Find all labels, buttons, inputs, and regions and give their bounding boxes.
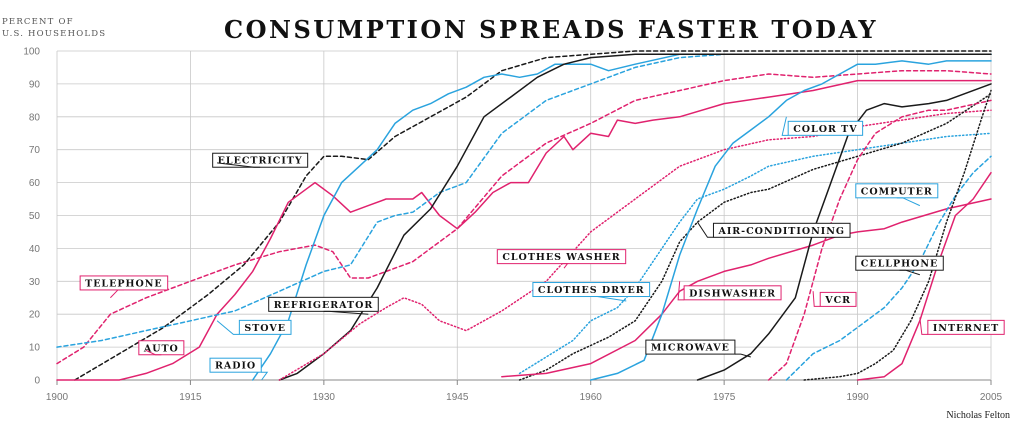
series-label-clothes-dryer: CLOTHES DRYER xyxy=(532,282,651,302)
x-tick-label-1975: 1975 xyxy=(713,392,736,403)
series-label-box-vcr xyxy=(819,291,857,307)
x-tick-label-1945: 1945 xyxy=(446,392,469,403)
series-label-text-computer: COMPUTER xyxy=(861,186,933,197)
series-label-leader-microwave xyxy=(734,353,751,358)
series-label-leader-vcr xyxy=(812,291,821,307)
y-tick-label-20: 20 xyxy=(29,310,41,321)
series-line-auto xyxy=(56,79,992,381)
chart-title: CONSUMPTION SPREADS FASTER TODAY xyxy=(224,15,878,44)
series-label-box-internet xyxy=(927,319,1005,335)
y-tick-label-80: 80 xyxy=(29,112,41,123)
series-label-leader-air-conditioning xyxy=(697,221,714,238)
series-label-text-internet: INTERNET xyxy=(933,323,999,334)
x-tick-label-2005: 2005 xyxy=(980,392,1003,403)
series-label-leader-dishwasher xyxy=(677,281,685,301)
x-tick-label-1960: 1960 xyxy=(580,392,603,403)
series-line-internet xyxy=(856,171,992,381)
series-label-box-color-tv xyxy=(787,120,864,136)
y-tick-label-90: 90 xyxy=(29,79,41,90)
x-tick-label-1990: 1990 xyxy=(846,392,869,403)
x-tick-label-1915: 1915 xyxy=(179,392,202,403)
series-line-vcr xyxy=(767,99,992,381)
series-label-box-stove xyxy=(238,319,292,335)
series-label-leader-auto xyxy=(145,349,162,356)
series-label-text-electricity: ELECTRICITY xyxy=(218,156,303,167)
series-line-radio xyxy=(251,53,992,381)
series-label-auto: AUTO xyxy=(138,340,185,356)
series-label-leader-electricity xyxy=(217,162,261,168)
series-label-text-telephone: TELEPHONE xyxy=(85,278,163,289)
series-label-leader-color-tv xyxy=(781,116,789,136)
credit: Nicholas Felton xyxy=(946,410,1010,421)
series-label-color-tv: COLOR TV xyxy=(781,116,864,136)
series-label-leader-clothes-dryer xyxy=(591,296,627,302)
series-line-electricity xyxy=(74,50,992,381)
series-label-radio: RADIO xyxy=(209,357,269,381)
series-label-text-refrigerator: REFRIGERATOR xyxy=(274,300,374,311)
gridlines xyxy=(56,50,992,381)
series-label-leader-internet xyxy=(919,317,928,335)
series-label-text-auto: AUTO xyxy=(143,343,179,354)
series-line-air-conditioning xyxy=(518,93,992,381)
y-tick-label-10: 10 xyxy=(29,343,41,354)
series-label-leader-clothes-washer xyxy=(561,263,569,269)
series-label-stove: STOVE xyxy=(216,319,292,335)
y-axis-label-line-1: PERCENT OF xyxy=(2,17,74,27)
series-line-computer xyxy=(785,155,992,381)
series-label-box-air-conditioning xyxy=(712,222,851,238)
y-tick-label-40: 40 xyxy=(29,244,41,255)
series-line-stove xyxy=(56,53,992,348)
y-tick-label-100: 100 xyxy=(23,47,40,58)
series-label-leader-refrigerator xyxy=(323,310,369,315)
series-line-color-tv xyxy=(589,60,992,381)
series-line-clothes-dryer xyxy=(518,132,992,375)
series-label-box-radio xyxy=(209,357,262,373)
y-tick-label-60: 60 xyxy=(29,178,41,189)
series-label-text-clothes-washer: CLOTHES WASHER xyxy=(502,252,620,263)
series-label-text-clothes-dryer: CLOTHES DRYER xyxy=(538,285,645,296)
series-label-text-vcr: VCR xyxy=(824,295,851,306)
series-label-leader-telephone xyxy=(110,289,124,299)
series-line-microwave xyxy=(696,83,992,381)
series-label-dishwasher: DISHWASHER xyxy=(677,281,782,301)
y-tick-label-30: 30 xyxy=(29,277,41,288)
series-label-leader-radio xyxy=(261,371,269,381)
series-label-text-radio: RADIO xyxy=(215,361,256,372)
series-label-microwave: MICROWAVE xyxy=(645,339,751,358)
y-axis-label-line-2: U.S. HOUSEHOLDS xyxy=(2,29,106,39)
series-label-box-microwave xyxy=(645,339,736,355)
series-label-electricity: ELECTRICITY xyxy=(212,152,309,168)
series-label-clothes-washer: CLOTHES WASHER xyxy=(496,249,627,269)
series-label-vcr: VCR xyxy=(812,291,857,307)
series-label-internet: INTERNET xyxy=(919,317,1005,335)
series-line-dishwasher xyxy=(501,198,992,378)
series-label-cellphone: CELLPHONE xyxy=(855,255,944,276)
series-label-leader-stove xyxy=(216,320,240,335)
series-label-leader-computer xyxy=(896,197,921,207)
y-tick-label-50: 50 xyxy=(29,211,41,222)
series-label-text-stove: STOVE xyxy=(244,323,286,334)
series-label-text-cellphone: CELLPHONE xyxy=(861,259,938,270)
series-label-refrigerator: REFRIGERATOR xyxy=(268,296,379,315)
series-label-leader-cellphone xyxy=(899,269,920,276)
series-label-text-color-tv: COLOR TV xyxy=(793,124,857,135)
axis-ticks: 0 10 20 30 40 50 60 70 80 90 100 1900 1915 1930 1945 19… xyxy=(23,47,1002,404)
series-line-cellphone xyxy=(803,89,992,381)
x-tick-label-1930: 1930 xyxy=(313,392,336,403)
series-label-telephone: TELEPHONE xyxy=(79,275,169,299)
series-label-computer: COMPUTER xyxy=(855,183,939,207)
series-label-text-dishwasher: DISHWASHER xyxy=(689,288,776,299)
series-labels: ELECTRICITY TELEPHONE AUTO STOVE RADIO REFRIG… xyxy=(79,116,1005,381)
series-label-air-conditioning: AIR-CONDITIONING xyxy=(697,221,851,238)
series-label-box-electricity xyxy=(212,152,309,168)
y-tick-label-70: 70 xyxy=(29,145,41,156)
series-label-text-air-conditioning: AIR-CONDITIONING xyxy=(717,226,845,237)
y-tick-label-0: 0 xyxy=(34,376,40,387)
series-lines xyxy=(56,50,992,381)
series-label-text-microwave: MICROWAVE xyxy=(651,343,730,354)
series-label-box-dishwasher xyxy=(683,285,782,301)
x-tick-label-1900: 1900 xyxy=(46,392,69,403)
